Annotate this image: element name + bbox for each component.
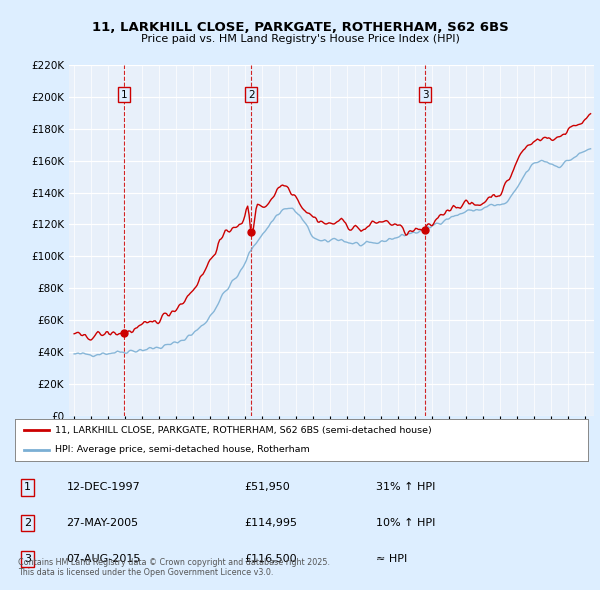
Text: Price paid vs. HM Land Registry's House Price Index (HPI): Price paid vs. HM Land Registry's House … (140, 34, 460, 44)
Text: 3: 3 (422, 90, 428, 100)
Text: 11, LARKHILL CLOSE, PARKGATE, ROTHERHAM, S62 6BS: 11, LARKHILL CLOSE, PARKGATE, ROTHERHAM,… (92, 21, 508, 34)
Text: 2: 2 (248, 90, 254, 100)
Text: Contains HM Land Registry data © Crown copyright and database right 2025.
This d: Contains HM Land Registry data © Crown c… (18, 558, 330, 577)
Text: 2: 2 (24, 519, 31, 528)
Text: HPI: Average price, semi-detached house, Rotherham: HPI: Average price, semi-detached house,… (55, 445, 310, 454)
Text: 3: 3 (24, 554, 31, 564)
Text: 1: 1 (121, 90, 128, 100)
Text: £114,995: £114,995 (244, 519, 297, 528)
Text: 07-AUG-2015: 07-AUG-2015 (67, 554, 141, 564)
Text: 1: 1 (24, 483, 31, 493)
Text: ≈ HPI: ≈ HPI (376, 554, 407, 564)
Text: £116,500: £116,500 (244, 554, 297, 564)
Text: 31% ↑ HPI: 31% ↑ HPI (376, 483, 436, 493)
Text: 12-DEC-1997: 12-DEC-1997 (67, 483, 140, 493)
Text: £51,950: £51,950 (244, 483, 290, 493)
Text: 27-MAY-2005: 27-MAY-2005 (67, 519, 139, 528)
Text: 11, LARKHILL CLOSE, PARKGATE, ROTHERHAM, S62 6BS (semi-detached house): 11, LARKHILL CLOSE, PARKGATE, ROTHERHAM,… (55, 426, 432, 435)
Text: 10% ↑ HPI: 10% ↑ HPI (376, 519, 436, 528)
